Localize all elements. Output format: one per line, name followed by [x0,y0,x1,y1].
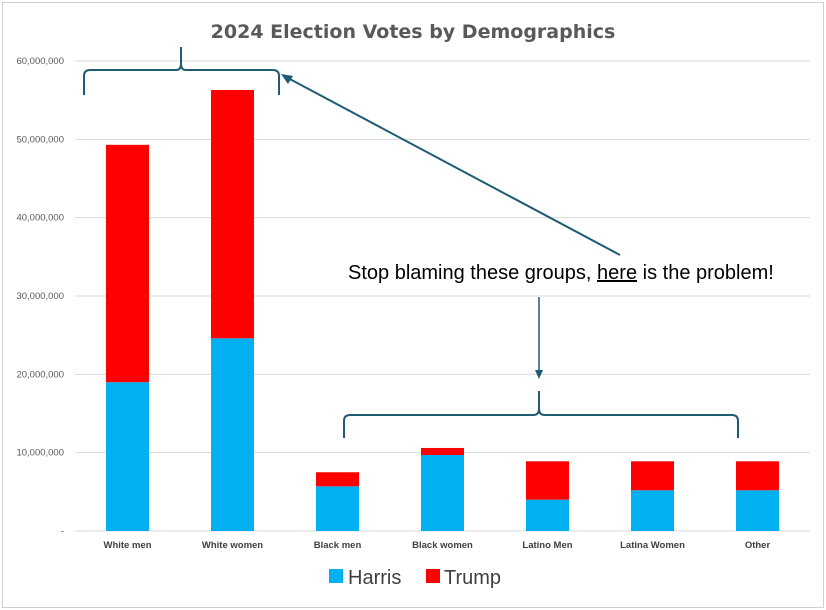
bar-trump [106,144,149,383]
bottom-brace [343,391,739,438]
arrowhead-icon [281,74,293,84]
x-tick-label: White women [202,540,263,551]
bar-trump [421,447,464,456]
arrow-to-top-brace [285,76,621,256]
x-tick-label: White men [103,540,151,551]
legend-label-harris: Harris [348,567,401,589]
chart-title: 2024 Election Votes by Demographics [211,21,616,43]
bar-trump [631,461,674,491]
bar-trump [211,89,254,339]
x-tick-label: Latina Women [620,540,685,551]
bar-trump [316,472,359,487]
arrowhead-icon [535,370,543,379]
y-tick-label: 20,000,000 [16,369,64,380]
bar-harris [211,338,254,531]
legend-swatch-trump [426,569,440,583]
legend-label-trump: Trump [444,567,501,589]
x-tick-label: Black men [314,540,362,551]
y-tick-label: 60,000,000 [16,56,64,67]
bar-harris [316,486,359,531]
y-tick-label: 10,000,000 [16,448,64,459]
x-tick-label: Latino Men [522,540,572,551]
bar-harris [736,490,779,531]
bar-harris [631,490,674,531]
annotation-text: Stop blaming these groups, here is the p… [348,262,774,284]
y-tick-label: 50,000,000 [16,134,64,145]
y-tick-label: 30,000,000 [16,291,64,302]
y-tick-label: - [61,526,64,537]
top-brace [83,47,280,95]
annotation: Stop blaming these groups, here is the p… [83,47,774,438]
legend-swatch-harris [329,569,343,583]
bar-trump [526,461,569,500]
bar-trump [736,461,779,491]
legend: Harris Trump [329,567,501,589]
x-tick-label: Black women [412,540,473,551]
bar-harris [106,382,149,531]
y-tick-label: 40,000,000 [16,213,64,224]
bar-harris [526,499,569,531]
bar-harris [421,455,464,531]
x-tick-label: Other [745,540,771,551]
